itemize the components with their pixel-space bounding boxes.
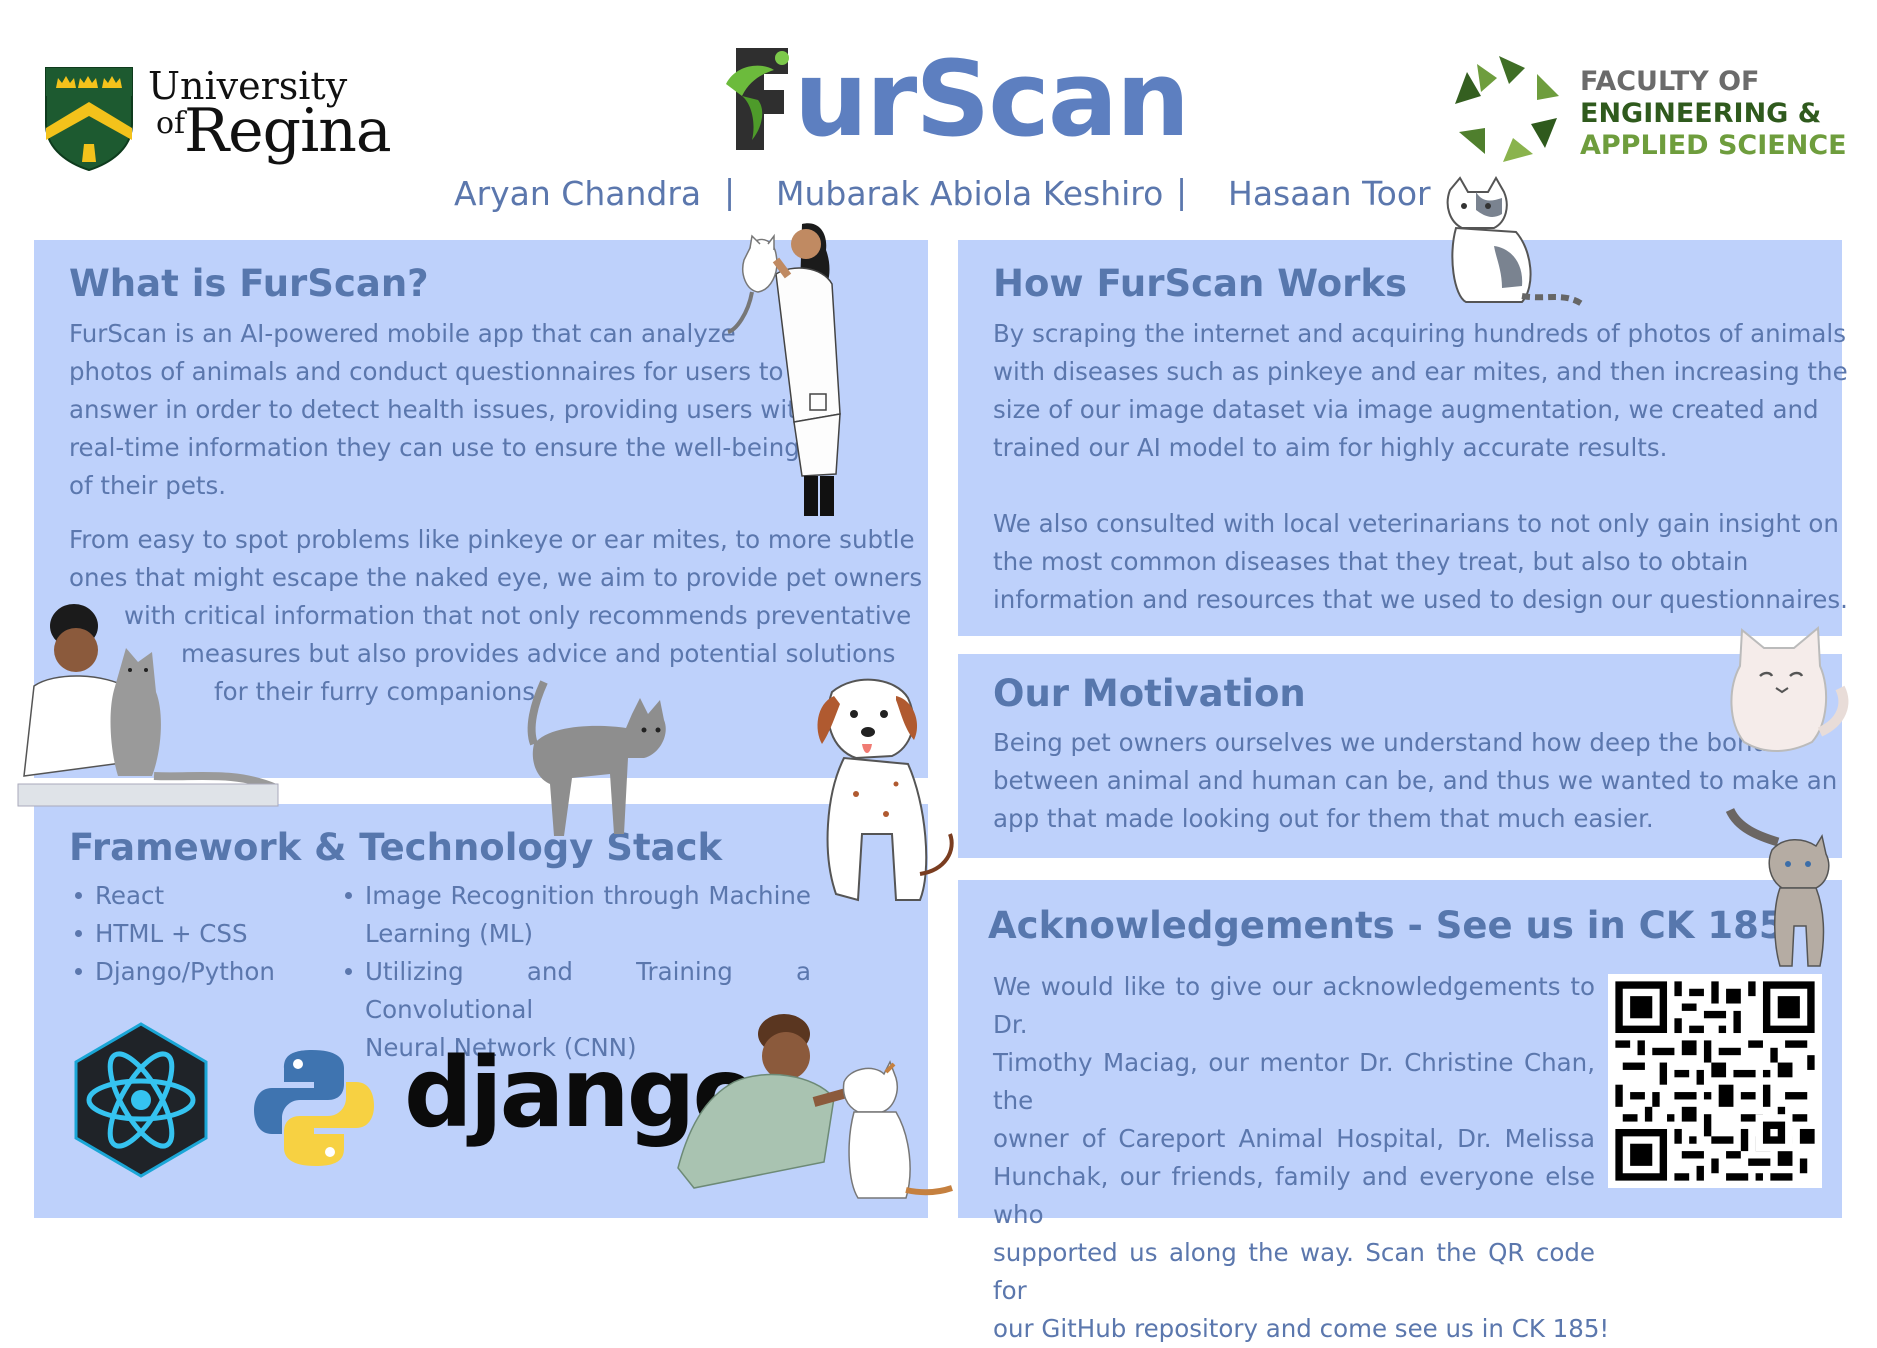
university-name-of: of (156, 106, 186, 141)
spotted-dog-icon (817, 678, 954, 902)
text-line: with critical information that not only … (124, 601, 912, 630)
veterinarian-with-cat-icon (17, 604, 279, 807)
text-line: information and resources that we used t… (993, 585, 1848, 614)
what-paragraph-2: From easy to spot problems like pinkeye … (69, 521, 922, 711)
text-line: photos of animals and conduct questionna… (69, 357, 784, 386)
text-line: Neural Network (CNN) (365, 1033, 637, 1062)
qr-code[interactable] (1608, 974, 1822, 1188)
text-line: Being pet owners ourselves we understand… (993, 728, 1769, 757)
list-item: Utilizing and Training a Convolutional N… (339, 953, 811, 1067)
text-line: FurScan is an AI-powered mobile app that… (69, 319, 736, 348)
author-1: Aryan Chandra (454, 174, 702, 213)
text-line: with diseases such as pinkeye and ear mi… (993, 357, 1848, 386)
tech-list-1: React HTML + CSS Django/Python (69, 877, 275, 991)
author-3: Hasaan Toor (1228, 174, 1431, 213)
list-item: Django/Python (69, 953, 275, 991)
what-heading: What is FurScan? (69, 262, 429, 305)
motivation-paragraph: Being pet owners ourselves we understand… (993, 724, 1837, 838)
text-line: By scraping the internet and acquiring h… (993, 319, 1846, 348)
grey-cat-icon (527, 680, 666, 836)
list-item: Image Recognition through Machine Learni… (339, 877, 811, 953)
siamese-cat-icon (1725, 807, 1830, 967)
faculty-line3: APPLIED SCIENCE (1580, 130, 1847, 161)
text-line: supported us along the way. Scan the QR … (993, 1238, 1595, 1305)
qr-code-icon (1608, 974, 1822, 1188)
text-line: real-time information they can use to en… (69, 433, 800, 462)
ack-paragraph: We would like to give our acknowledgemen… (993, 968, 1610, 1348)
how-panel (958, 240, 1842, 636)
text-line: for their furry companions. (214, 677, 543, 706)
text-line: ones that might escape the naked eye, we… (69, 563, 923, 592)
react-logo-icon (74, 1022, 208, 1178)
what-is-panel (34, 240, 928, 778)
text-line: We also consulted with local veterinaria… (993, 509, 1839, 538)
text-line: app that made looking out for them that … (993, 804, 1654, 833)
app-title: urScan (722, 40, 1190, 160)
university-crest-icon (45, 67, 133, 172)
text-line: size of our image dataset via image augm… (993, 395, 1819, 424)
how-paragraph-1: By scraping the internet and acquiring h… (993, 315, 1848, 467)
list-item: React (69, 877, 275, 915)
list-item: HTML + CSS (69, 915, 275, 953)
app-title-text: urScan (794, 38, 1190, 160)
faculty-line2: ENGINEERING & (1580, 98, 1822, 129)
veterinarian-with-puppy-icon (677, 1014, 953, 1199)
text-line: Hunchak, our friends, family and everyon… (993, 1162, 1595, 1229)
author-separator-1: | (724, 172, 736, 211)
text-line: trained our AI model to aim for highly a… (993, 433, 1668, 462)
text-line: owner of Careport Animal Hospital, Dr. M… (993, 1124, 1595, 1153)
text-line: Utilizing and Training a Convolutional (365, 957, 811, 1024)
how-heading: How FurScan Works (993, 262, 1408, 305)
framework-heading: Framework & Technology Stack (69, 826, 723, 869)
text-line: From easy to spot problems like pinkeye … (69, 525, 915, 554)
how-paragraph-2: We also consulted with local veterinaria… (993, 505, 1848, 619)
faculty-logo: FACULTY OF ENGINEERING & APPLIED SCIENCE (1452, 52, 1847, 170)
motivation-panel (958, 654, 1842, 858)
white-fluffy-cat-icon (1730, 625, 1849, 752)
author-separator-2: | (1176, 172, 1188, 211)
university-logo: University of Regina (44, 60, 392, 180)
author-2: Mubarak Abiola Keshiro (776, 174, 1164, 213)
text-line: measures but also provides advice and po… (181, 639, 896, 668)
text-line: between animal and human can be, and thu… (993, 766, 1838, 795)
faculty-star-logo-icon (1455, 56, 1559, 162)
text-line: We would like to give our acknowledgemen… (993, 972, 1595, 1039)
veterinarian-with-kitten-icon (727, 223, 841, 516)
text-line: the most common diseases that they treat… (993, 547, 1749, 576)
text-line: our GitHub repository and come see us in… (993, 1314, 1610, 1343)
ack-heading: Acknowledgements - See us in CK 185 (988, 904, 1785, 947)
python-logo-icon (254, 1050, 374, 1166)
what-paragraph-1: FurScan is an AI-powered mobile app that… (69, 315, 812, 505)
faculty-line1: FACULTY OF (1580, 66, 1760, 97)
text-line: of their pets. (69, 471, 227, 500)
text-line: Image Recognition through Machine (365, 881, 811, 910)
text-line: Learning (ML) (365, 919, 534, 948)
tech-list-2: Image Recognition through Machine Learni… (339, 877, 811, 1067)
text-line: Timothy Maciag, our mentor Dr. Christine… (993, 1048, 1595, 1115)
university-name-line2: Regina (184, 96, 392, 166)
text-line: answer in order to detect health issues,… (69, 395, 813, 424)
grey-white-cat-icon (1446, 176, 1584, 307)
leaf-f-logo-icon (726, 48, 789, 150)
motivation-heading: Our Motivation (993, 672, 1306, 715)
university-name-line1: University (148, 64, 348, 108)
